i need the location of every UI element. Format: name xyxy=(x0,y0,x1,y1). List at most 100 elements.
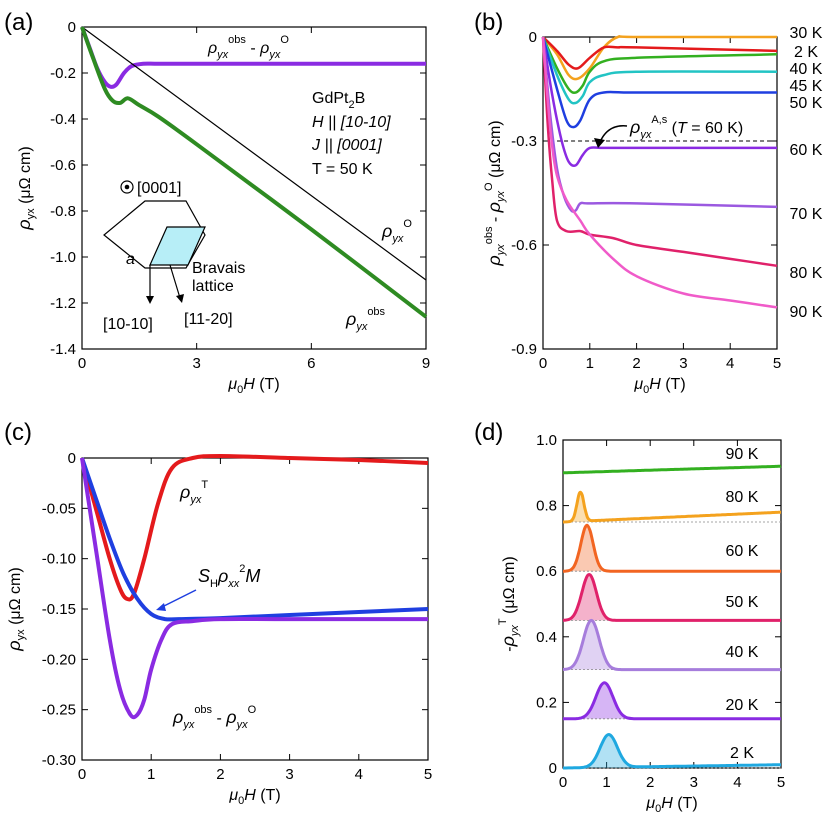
temp-label: 40 K xyxy=(726,644,759,661)
y-tick-label: -0.10 xyxy=(42,551,76,568)
x-axis-label: μ0H (T) xyxy=(633,376,685,396)
j-direction: J || [0001] xyxy=(311,137,382,154)
x-axis-label: μ0H (T) xyxy=(645,795,697,815)
label-rho-As: ρyxA,s (T = 60 K) xyxy=(629,114,743,141)
label-SH: SHρxx2M xyxy=(198,563,260,590)
series-50-k xyxy=(541,36,777,129)
x-tick-label: 3 xyxy=(192,355,200,372)
temp-label: 30 K xyxy=(790,25,823,42)
x-tick-label: 6 xyxy=(307,355,315,372)
dir-1120: [11-20] xyxy=(184,311,233,328)
label-rho-obs-minus-o-c: ρyxobs - ρyxO xyxy=(172,704,257,731)
y-tick-label: -1.0 xyxy=(50,249,76,266)
temp-label: 90 K xyxy=(790,304,823,321)
x-tick-label: 0 xyxy=(539,355,547,372)
x-tick-label: 2 xyxy=(646,774,654,791)
panel-c-annotations: ρyxT SHρxx2M ρyxobs - ρyxO xyxy=(156,479,260,731)
temp-label: 50 K xyxy=(790,95,823,112)
y-tick-label: -0.30 xyxy=(42,752,76,769)
label-rho-obs: ρyxobs xyxy=(345,306,386,333)
y-tick-label: -0.8 xyxy=(50,203,76,220)
x-tick-label: 2 xyxy=(216,766,224,783)
y-tick-label: -0.9 xyxy=(511,341,537,358)
arrow-down-icon xyxy=(146,296,154,304)
y-tick-label: 1.0 xyxy=(536,432,557,449)
series-80-k xyxy=(562,490,782,524)
x-tick-label: 4 xyxy=(726,355,734,372)
panel-a: 0 3 6 9 0 -0.2 -0.4 -0.6 -0.8 -1.0 -1.2 -1.4 μ0H (T)… xyxy=(14,19,430,396)
panel-label-d: (d) xyxy=(474,419,503,446)
y-tick-label: -1.4 xyxy=(50,341,76,358)
temp-label: 60 K xyxy=(790,142,823,159)
peak-area xyxy=(564,574,614,621)
y-tick-label: 0.4 xyxy=(536,629,557,646)
hexagon-icon xyxy=(103,200,206,269)
temp-label: 2 K xyxy=(730,745,754,762)
x-tick-label: 1 xyxy=(602,774,610,791)
panel-label-b: (b) xyxy=(474,9,503,36)
panel-b: 0 1 2 3 4 5 0 -0.3 -0.6 -0.9 μ0H (T) 30 K 2 K40 K45 … xyxy=(483,25,823,396)
temp-label: 2 K xyxy=(794,44,818,61)
y-tick-label: -0.6 xyxy=(50,157,76,174)
temp-label: 70 K xyxy=(790,206,823,223)
x-tick-label: 3 xyxy=(679,355,687,372)
x-axis-label: μ0H (T) xyxy=(227,376,279,396)
series-40-k xyxy=(562,618,781,672)
temperature-label: T = 50 K xyxy=(312,161,373,178)
panel-a-annotations: ρyxobs - ρyxO GdPt2B H || [10-10] J || [… xyxy=(103,34,412,333)
series-50-k xyxy=(562,573,781,622)
series-90-k xyxy=(541,36,778,309)
material-label: GdPt2B xyxy=(312,90,365,111)
label-rho-obs-minus-o-a: ρyxobs - ρyxO xyxy=(207,34,289,61)
panel-d: 0 1 2 3 4 5 0 0.2 0.4 0.6 0.8 1.0 μ0H (T) 90 K 80 K 60 … xyxy=(497,432,785,815)
x-tick-label: 4 xyxy=(355,766,363,783)
temp-label: 80 K xyxy=(790,265,823,282)
y-tick-label: 0 xyxy=(68,19,76,36)
x-axis-label: μ0H (T) xyxy=(228,787,280,807)
temp-label: 80 K xyxy=(726,489,759,506)
x-tick-label: 0 xyxy=(559,774,567,791)
y-tick-label: 0.2 xyxy=(536,694,557,711)
series-20-k xyxy=(563,681,781,721)
panel-b-annotations: ρyxA,s (T = 60 K) xyxy=(594,114,743,148)
label-rho-o: ρyxO xyxy=(381,218,412,245)
lattice-a: a xyxy=(126,251,135,268)
temp-label: 90 K xyxy=(726,446,759,463)
y-tick-label: 0 xyxy=(529,29,537,46)
y-axis-label: -ρyxT (μΩ cm) xyxy=(497,556,521,651)
peak-area xyxy=(579,734,638,768)
panel-label-c: (c) xyxy=(4,419,32,446)
y-tick-label: -0.6 xyxy=(511,237,537,254)
temp-label: 20 K xyxy=(726,697,759,714)
x-tick-label: 1 xyxy=(586,355,594,372)
x-tick-label: 5 xyxy=(424,766,432,783)
y-tick-label: -0.4 xyxy=(50,111,76,128)
arrow-diagonal-icon xyxy=(176,294,184,303)
panel-c: 0 1 2 3 4 5 0 -0.05 -0.10 -0.15 -0.20 -0.25 -0.30 μ0H… xyxy=(4,450,432,807)
series-2-k xyxy=(562,733,782,770)
series-60-k xyxy=(562,523,781,573)
out-of-plane-dot-icon xyxy=(124,184,130,190)
x-tick-label: 9 xyxy=(422,355,430,372)
y-tick-label: 0 xyxy=(549,760,557,777)
y-axis-label: ρyx (μΩ cm) xyxy=(4,567,27,651)
series-2-k xyxy=(542,36,778,70)
y-tick-label: 0 xyxy=(68,450,76,467)
y-tick-label: 0.6 xyxy=(536,563,557,580)
x-tick-label: 0 xyxy=(78,355,86,372)
label-rho-T: ρyxT xyxy=(179,479,208,506)
series-45-k xyxy=(541,36,778,105)
series-80-k xyxy=(541,36,778,268)
y-tick-label: -0.20 xyxy=(42,651,76,668)
series-60-k xyxy=(541,36,777,168)
y-tick-label: -0.15 xyxy=(42,601,76,618)
out-of-plane-icon xyxy=(120,180,134,194)
bravais-label-1: Bravais xyxy=(192,260,245,277)
series-40-k xyxy=(541,36,778,94)
bravais-cell-icon xyxy=(149,226,206,266)
h-direction: H || [10-10] xyxy=(312,114,391,131)
x-tick-label: 5 xyxy=(777,774,785,791)
temp-label: 40 K xyxy=(790,61,823,78)
x-tick-label: 1 xyxy=(147,766,155,783)
